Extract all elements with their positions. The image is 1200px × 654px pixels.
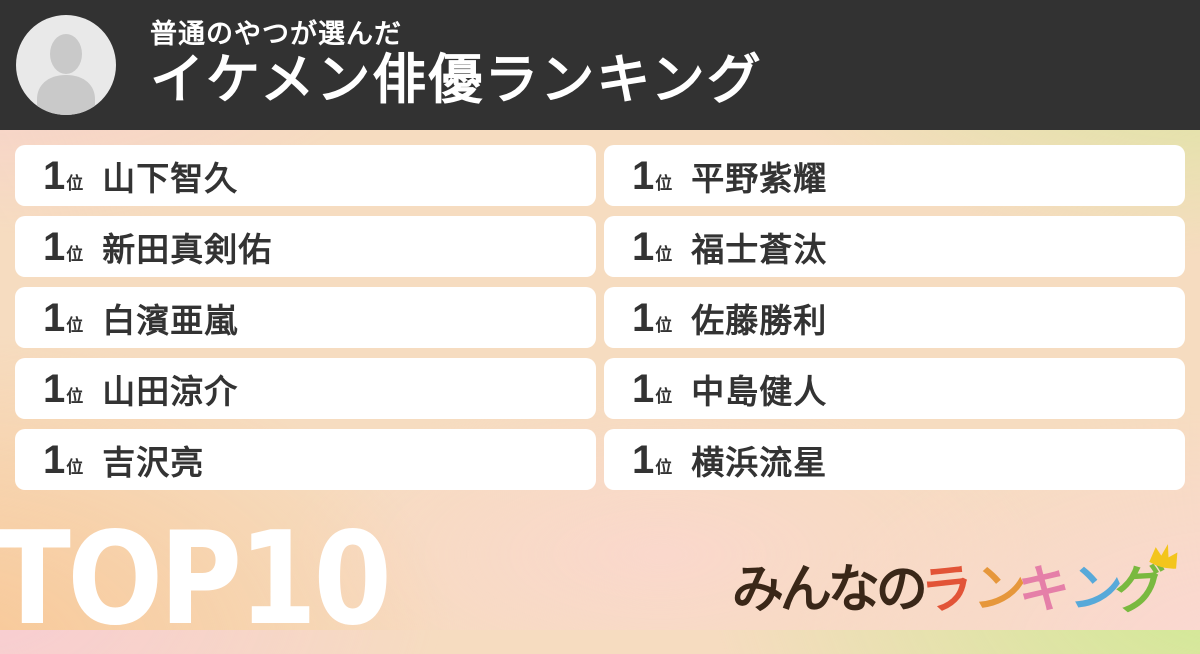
page-title: イケメン俳優ランキング xyxy=(150,50,763,111)
rank-badge: 1 位 xyxy=(43,440,83,480)
top10-label: TOP10 xyxy=(0,505,392,654)
rank-badge: 1 位 xyxy=(43,227,83,267)
ranking-item: 1 位 山田涼介 xyxy=(15,358,596,419)
rank-number: 1 xyxy=(43,295,66,340)
rank-unit: 位 xyxy=(66,173,84,193)
rank-unit: 位 xyxy=(66,244,84,264)
rank-unit: 位 xyxy=(66,457,84,477)
logo-char: の xyxy=(875,561,928,619)
rank-unit: 位 xyxy=(655,386,673,406)
ranking-subtitle: 普通のやつが選んだ xyxy=(150,19,402,50)
rank-unit: 位 xyxy=(655,244,673,264)
logo-char: グ xyxy=(1113,559,1169,621)
actor-name: 山田涼介 xyxy=(102,372,239,410)
rank-unit: 位 xyxy=(655,315,673,335)
actor-name: 新田真剣佑 xyxy=(102,230,273,268)
ranking-item: 1 位 平野紫耀 xyxy=(604,145,1185,206)
actor-name: 佐藤勝利 xyxy=(691,301,828,339)
rank-badge: 1 位 xyxy=(43,369,83,409)
logo-char: ラ xyxy=(918,558,977,622)
rank-number: 1 xyxy=(632,366,655,411)
ranking-item: 1 位 白濱亜嵐 xyxy=(15,287,596,348)
ranking-grid: 1 位 山下智久 1 位 新田真剣佑 1 位 白濱亜嵐 1 位 山田涼介 1 位… xyxy=(0,130,1200,490)
rank-badge: 1 位 xyxy=(632,227,672,267)
rank-number: 1 xyxy=(43,153,66,198)
rank-number: 1 xyxy=(632,153,655,198)
person-placeholder-icon xyxy=(37,34,95,115)
rank-number: 1 xyxy=(632,437,655,482)
rank-badge: 1 位 xyxy=(43,156,83,196)
crown-icon xyxy=(1149,544,1178,569)
site-logo: みんなのランキング xyxy=(731,544,1178,622)
avatar xyxy=(16,15,116,115)
logo-char: ん xyxy=(779,561,832,619)
logo-char: な xyxy=(827,561,880,619)
ranking-item: 1 位 横浜流星 xyxy=(604,429,1185,490)
rank-unit: 位 xyxy=(655,173,673,193)
rank-number: 1 xyxy=(43,437,66,482)
rank-unit: 位 xyxy=(66,386,84,406)
actor-name: 吉沢亮 xyxy=(102,443,205,481)
logo-char: み xyxy=(731,561,784,619)
rank-number: 1 xyxy=(632,224,655,269)
header-text-block: 普通のやつが選んだ イケメン俳優ランキング xyxy=(150,19,763,111)
rank-number: 1 xyxy=(43,224,66,269)
actor-name: 中島健人 xyxy=(691,372,828,410)
rank-badge: 1 位 xyxy=(632,298,672,338)
ranking-item: 1 位 吉沢亮 xyxy=(15,429,596,490)
header-bar: 普通のやつが選んだ イケメン俳優ランキング xyxy=(0,0,1200,130)
ranking-item: 1 位 山下智久 xyxy=(15,145,596,206)
logo-char: キ xyxy=(1016,559,1073,621)
rank-unit: 位 xyxy=(66,315,84,335)
rank-badge: 1 位 xyxy=(632,440,672,480)
rank-unit: 位 xyxy=(655,457,673,477)
rank-badge: 1 位 xyxy=(43,298,83,338)
rank-number: 1 xyxy=(632,295,655,340)
ranking-item: 1 位 福士蒼汰 xyxy=(604,216,1185,277)
actor-name: 福士蒼汰 xyxy=(691,230,828,268)
actor-name: 白濱亜嵐 xyxy=(102,301,239,339)
actor-name: 平野紫耀 xyxy=(691,159,828,197)
actor-name: 横浜流星 xyxy=(691,443,828,481)
actor-name: 山下智久 xyxy=(102,159,239,197)
ranking-item: 1 位 中島健人 xyxy=(604,358,1185,419)
rank-badge: 1 位 xyxy=(632,369,672,409)
rank-badge: 1 位 xyxy=(632,156,672,196)
ranking-item: 1 位 佐藤勝利 xyxy=(604,287,1185,348)
site-logo-text: みんなのランキング xyxy=(731,558,1169,622)
rank-number: 1 xyxy=(43,366,66,411)
ranking-item: 1 位 新田真剣佑 xyxy=(15,216,596,277)
